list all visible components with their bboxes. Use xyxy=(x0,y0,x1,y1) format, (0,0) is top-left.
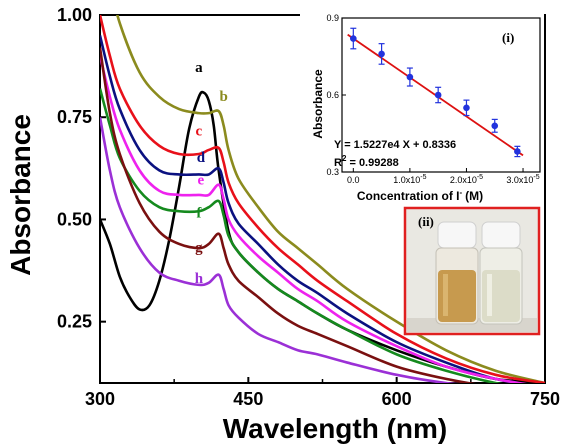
inset-y-tick-label: 0.9 xyxy=(326,13,339,23)
curve-label-a: a xyxy=(195,60,203,76)
spectrum-curve-c xyxy=(100,15,545,383)
data-point xyxy=(491,122,499,130)
r-squared-prefix: R xyxy=(334,157,342,169)
y-tick-label: 0.75 xyxy=(57,107,92,127)
r-squared-value: = 0.99288 xyxy=(346,157,398,169)
spectrum-curve-h xyxy=(100,116,459,383)
data-point xyxy=(350,35,357,42)
spectrum-curve-g xyxy=(100,47,476,383)
inset-panel-label-i: (i) xyxy=(502,30,514,45)
x-tick-label: 450 xyxy=(233,389,263,409)
inset-x-tick-base: 2.0x10 xyxy=(450,175,477,185)
inset-x-tick-label: 3.0x10-5 xyxy=(506,174,539,185)
curve-label-d: d xyxy=(197,150,206,166)
curve-label-b: b xyxy=(219,89,227,105)
x-axis-title: Wavelength (nm) xyxy=(223,413,448,444)
inset-x-tick-label: 0.0 xyxy=(347,175,360,185)
x-tick-label: 600 xyxy=(382,389,412,409)
vial-right-cap xyxy=(481,221,521,249)
inset-y-tick-label: 0.6 xyxy=(326,90,339,100)
calibration-inset: 0.0 1.0x10-5 2.0x10-5 3.0x10-50.30.60.9 (i)… xyxy=(300,10,544,203)
inset-x-tick-exp: -5 xyxy=(477,174,483,181)
y-tick-label: 0.25 xyxy=(57,312,92,332)
vial-right-highlight xyxy=(487,274,492,316)
y-tick-label: 1.00 xyxy=(57,5,92,25)
curve-label-g: g xyxy=(195,240,203,256)
inset-x-tick-base: 3.0x10 xyxy=(506,175,533,185)
calibration-inset-background xyxy=(300,10,544,200)
calibration-points xyxy=(350,27,521,158)
spectrum-curve-b xyxy=(115,15,545,383)
data-point xyxy=(463,104,470,112)
vial-photo-inset: (ii) xyxy=(403,206,541,336)
inset-x-tick-base: 1.0x10 xyxy=(393,175,420,185)
x-tick-label: 750 xyxy=(530,389,560,409)
vial-left xyxy=(435,221,479,325)
inset-x-tick-label: 2.0x10-5 xyxy=(450,174,483,185)
data-point xyxy=(406,73,414,81)
spectrum-curve-d xyxy=(100,35,526,383)
vial-left-highlight xyxy=(443,274,448,316)
inset-x-title-unit: (M) xyxy=(465,189,483,203)
r-squared: R2 = 0.99288 xyxy=(334,154,399,169)
main-axis-ticks: 300 450 600 750 0.25 0.50 0.75 1.00 xyxy=(57,5,560,409)
vial-right xyxy=(479,221,523,325)
curve-label-h: h xyxy=(195,271,204,287)
inset-x-axis-title: Concentration of I- (M) xyxy=(357,188,483,203)
inset-y-axis-title: Absorbance xyxy=(311,69,325,139)
inset-x-tick-exp: -5 xyxy=(533,174,539,181)
inset-x-tick-label: 1.0x10-5 xyxy=(393,174,426,185)
data-point xyxy=(378,50,385,58)
data-point xyxy=(514,148,521,155)
inset-x-title-sup: - xyxy=(460,188,463,197)
spectra-curves xyxy=(100,15,545,383)
inset-x-tick-exp: -5 xyxy=(420,174,426,181)
inset-x-title-text: Concentration of I xyxy=(357,189,460,203)
curve-label-c: c xyxy=(196,124,203,140)
vial-left-cap xyxy=(437,221,477,249)
fit-equation: Y = 1.5227e4 X + 0.8336 xyxy=(334,139,456,151)
inset-panel-label-ii: (ii) xyxy=(418,214,434,229)
curve-label-e: e xyxy=(198,173,205,189)
inset-y-tick-label: 0.3 xyxy=(326,167,339,177)
curve-label-f: f xyxy=(196,205,202,221)
spectrum-curve-f xyxy=(100,88,503,383)
x-tick-label: 300 xyxy=(85,389,115,409)
data-point xyxy=(434,91,442,99)
y-tick-label: 0.50 xyxy=(57,209,92,229)
y-axis-title: Absorbance xyxy=(5,114,36,276)
calibration-axis-ticks: 0.0 1.0x10-5 2.0x10-5 3.0x10-50.30.60.9 xyxy=(326,13,539,185)
spectrum-curve-e xyxy=(100,55,527,383)
inset-x-tick-base: 0.0 xyxy=(347,175,360,185)
r-squared-superscript: 2 xyxy=(342,154,347,163)
